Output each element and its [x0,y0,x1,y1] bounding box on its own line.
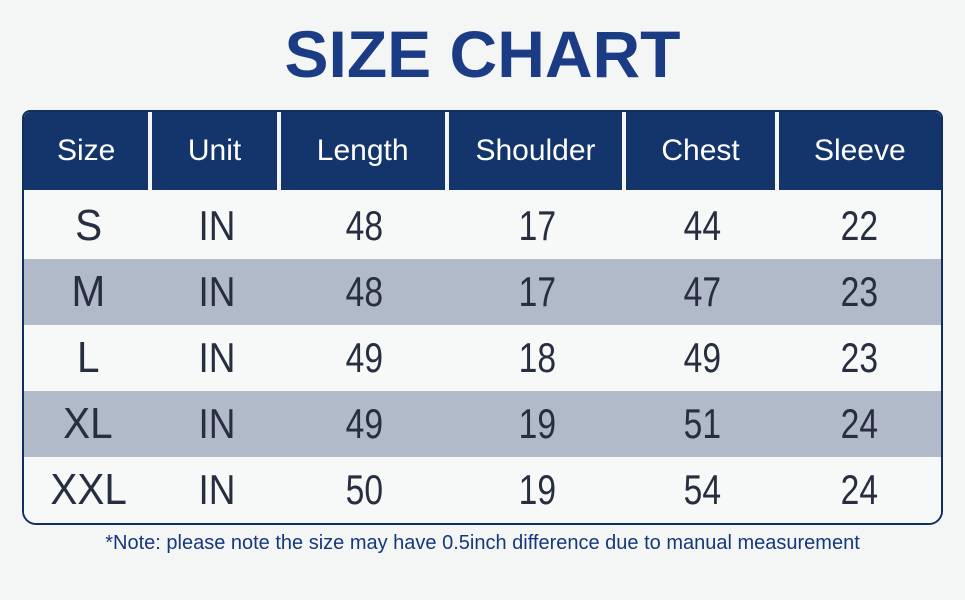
cell-text: 17 [518,202,557,249]
cell-chest: 47 [626,259,778,325]
cell-chest: 54 [626,457,778,523]
column-header-sleeve: Sleeve [778,112,941,190]
cell-length: 49 [281,325,449,391]
cell-sleeve: 23 [779,325,941,391]
cell-length: 50 [281,457,449,523]
cell-text: 23 [841,268,879,315]
cell-unit: IN [152,457,280,523]
cell-text: 50 [345,466,384,513]
cell-text: 23 [841,334,879,381]
table-row-s: S IN 48 17 44 22 [24,193,941,259]
cell-text: 17 [518,268,557,315]
cell-shoulder: 19 [449,457,627,523]
cell-text: 47 [683,268,722,315]
column-header-length: Length [280,112,449,190]
cell-text: 24 [841,466,879,513]
cell-text: 18 [518,334,557,381]
cell-length: 49 [281,391,449,457]
column-header-shoulder: Shoulder [448,112,627,190]
column-header-unit: Unit [152,112,281,190]
cell-text: XL [63,399,113,448]
cell-sleeve: 24 [779,457,941,523]
cell-text: IN [198,334,236,381]
cell-text: M [71,267,106,316]
column-header-chest: Chest [626,112,779,190]
cell-unit: IN [152,193,280,259]
cell-text: IN [198,268,236,315]
page-title: SIZE CHART [284,17,681,91]
cell-text: L [76,333,100,382]
cell-text: IN [198,400,236,447]
cell-text: 54 [683,466,722,513]
cell-text: 51 [683,400,722,447]
cell-shoulder: 19 [449,391,627,457]
cell-chest: 51 [626,391,778,457]
cell-text: 49 [345,334,384,381]
cell-text: 24 [841,400,879,447]
cell-length: 48 [281,193,449,259]
cell-size: S [24,193,152,259]
cell-text: IN [198,466,236,513]
cell-text: 48 [345,268,384,315]
cell-text: IN [198,202,236,249]
cell-text: 48 [345,202,384,249]
cell-unit: IN [152,325,280,391]
table-row-xl: XL IN 49 19 51 24 [24,391,941,457]
cell-text: 19 [518,400,557,447]
cell-length: 48 [281,259,449,325]
cell-text: 22 [841,202,879,249]
table-body: S IN 48 17 44 22 M IN 48 17 47 23 L IN 4… [24,193,941,523]
cell-size: L [24,325,152,391]
column-header-size: Size [24,112,153,190]
measurement-note: *Note: please note the size may have 0.5… [105,532,860,554]
cell-shoulder: 18 [449,325,627,391]
cell-chest: 49 [626,325,778,391]
cell-text: 19 [518,466,557,513]
cell-sleeve: 23 [779,259,941,325]
table-row-l: L IN 49 18 49 23 [24,325,941,391]
cell-unit: IN [152,259,280,325]
cell-text: 49 [345,400,384,447]
table-row-xxl: XXL IN 50 19 54 24 [24,457,941,523]
cell-chest: 44 [626,193,778,259]
table-row-m: M IN 48 17 47 23 [24,259,941,325]
cell-unit: IN [152,391,280,457]
cell-text: XXL [49,465,127,514]
cell-sleeve: 22 [779,193,941,259]
size-chart-table: Size Unit Length Shoulder Chest Sleeve S… [22,110,943,525]
cell-text: S [74,201,102,250]
cell-size: M [24,259,152,325]
cell-shoulder: 17 [449,259,627,325]
table-header-row: Size Unit Length Shoulder Chest Sleeve [24,112,941,190]
cell-sleeve: 24 [779,391,941,457]
cell-size: XXL [24,457,152,523]
cell-text: 49 [683,334,722,381]
cell-shoulder: 17 [449,193,627,259]
cell-text: 44 [683,202,722,249]
cell-size: XL [24,391,152,457]
